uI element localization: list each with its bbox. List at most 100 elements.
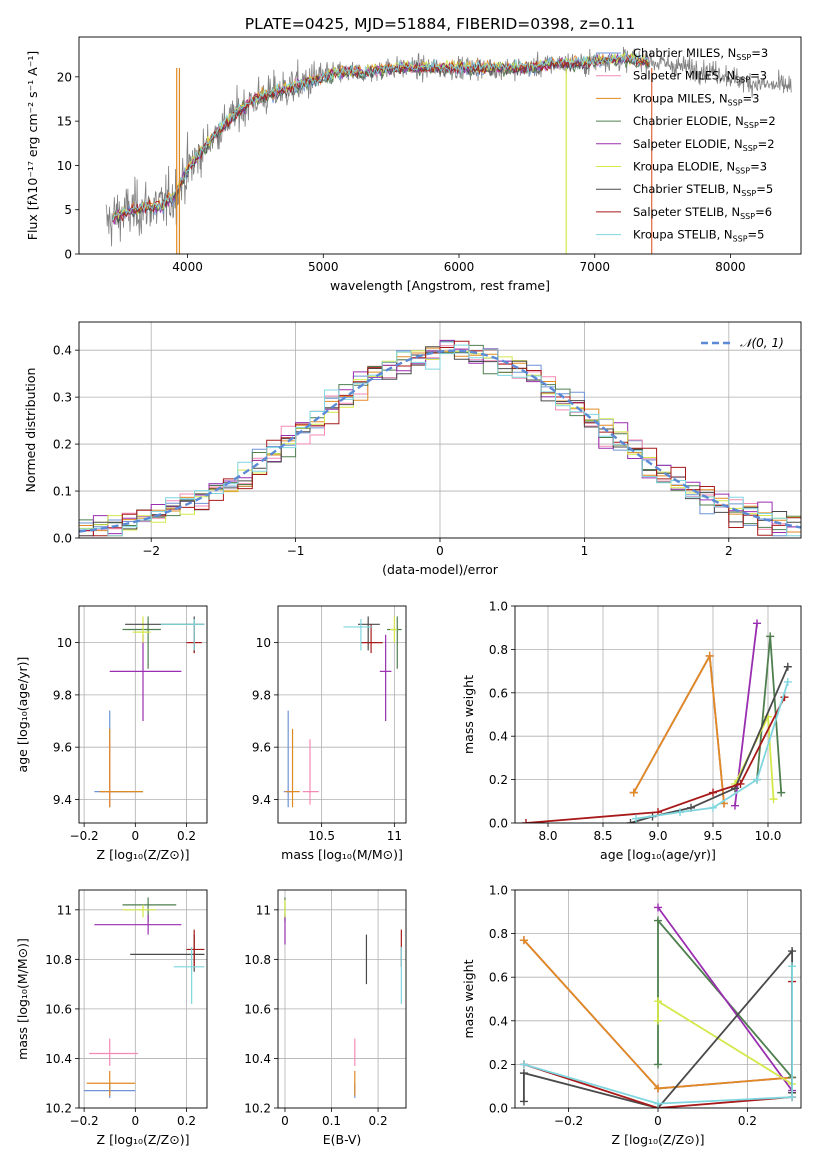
mass-weight-marker (788, 1093, 797, 1102)
x-tick-label: 8000 (715, 260, 746, 274)
mass-weight-marker (519, 936, 528, 945)
legend-suffix: =3 (743, 91, 760, 105)
x-axis-label: wavelength [Angstrom, rest frame] (330, 278, 550, 293)
legend-suffix: =3 (750, 69, 767, 83)
legend-suffix: =2 (759, 114, 776, 128)
mass-weight-marker (654, 1016, 662, 1025)
mass-weight-marker (788, 947, 797, 956)
legend-entry: Kroupa STELIB, NSSP=5 (633, 228, 764, 244)
chart-spectrum: 4000 5000 6000 7000 8000 0 5 10 15 20 wavelength [… (25, 36, 802, 293)
mass-weight-marker (709, 803, 717, 812)
legend-subscript: SSP (736, 53, 751, 62)
x-tick-label: −0.2 (70, 1114, 99, 1128)
legend-entry: Kroupa ELODIE, NSSP=3 (633, 160, 767, 176)
legend-label: Kroupa ELODIE, N (633, 160, 735, 174)
y-tick-label: 9.8 (53, 688, 72, 702)
plot-area (515, 606, 801, 823)
y-axis-label: mass weight (461, 675, 476, 754)
x-tick-label: 11 (387, 829, 402, 843)
mass-weight-marker (654, 1084, 662, 1093)
y-tick-label: 10.6 (45, 1002, 72, 1016)
mass-weight-marker (629, 788, 638, 797)
legend-subscript: SSP (741, 189, 756, 198)
y-tick-label: 0.1 (53, 485, 72, 499)
x-tick-label: 0.2 (177, 1114, 196, 1128)
x-tick-label: 7000 (579, 260, 610, 274)
x-tick-label: 0 (131, 829, 139, 843)
legend-subscript: SSP (743, 144, 758, 153)
legend-subscript: SSP (744, 121, 759, 130)
legend-label: Kroupa MILES, N (633, 91, 728, 105)
mass-weight-marker (626, 819, 635, 823)
legend-entry: Salpeter STELIB, NSSP=6 (633, 205, 772, 221)
y-tick-label: 0.4 (489, 730, 508, 744)
x-tick-label: 0.2 (369, 1114, 388, 1128)
x-axis-label: E(B-V) (323, 1132, 362, 1147)
legend-label: Salpeter MILES, N (633, 69, 735, 83)
chart-age_vs_Z: −0.2 0 0.2 9.4 9.6 9.8 10 Z [log₁₀(Z/Z⊙)] age [l… (15, 605, 208, 862)
y-axis-label: mass [log₁₀(M/M⊙)] (15, 938, 30, 1060)
y-tick-label: 11 (256, 903, 271, 917)
plot-area (79, 890, 207, 1108)
mass-weight-line (633, 652, 725, 804)
x-tick-label: 0.2 (738, 1114, 757, 1128)
legend-entry: Chabrier STELIB, NSSP=5 (633, 182, 773, 198)
mass-weight-marker (654, 1099, 662, 1108)
legend-suffix: =6 (755, 205, 772, 219)
x-tick-label: 10.0 (755, 829, 782, 843)
mass-weight-line (523, 966, 793, 1105)
model-spectrum-line (112, 54, 650, 220)
mass-weight-marker (676, 808, 684, 817)
mass-weight-marker (731, 801, 739, 810)
x-tick-label: −2 (142, 544, 160, 558)
x-axis-label: mass [log₁₀(M/M⊙)] (281, 847, 403, 862)
y-tick-label: 0.2 (53, 438, 72, 452)
y-tick-label: 10 (57, 159, 72, 173)
legend-entry: Salpeter ELODIE, NSSP=2 (633, 137, 775, 153)
legend-subscript: SSP (728, 98, 743, 107)
x-tick-label: 1 (581, 544, 589, 558)
y-tick-label: 20 (57, 70, 72, 84)
legend-entry: Chabrier MILES, NSSP=3 (633, 46, 768, 62)
x-tick-label: 0 (436, 544, 444, 558)
y-tick-label: 10 (256, 636, 271, 650)
x-tick-label: 5000 (308, 260, 339, 274)
x-tick-label: 0 (131, 1114, 139, 1128)
x-tick-label: 8.5 (593, 829, 612, 843)
mass-weight-marker (654, 997, 662, 1006)
y-tick-label: 10.8 (244, 953, 271, 967)
mass-weight-marker (654, 916, 662, 925)
legend-suffix: =5 (756, 182, 773, 196)
legend-label: Salpeter STELIB, N (633, 205, 740, 219)
x-tick-label: 0 (654, 1114, 662, 1128)
legend-suffix: =2 (758, 137, 775, 151)
x-tick-label: 0 (281, 1114, 289, 1128)
y-axis-label: age [log₁₀(age/yr)] (15, 657, 30, 773)
y-tick-label: 10 (57, 636, 72, 650)
legend-suffix: =3 (750, 160, 767, 174)
mass-weight-marker (788, 962, 797, 971)
x-tick-label: −1 (287, 544, 305, 558)
x-tick-label: 4000 (172, 260, 203, 274)
mass-weight-marker (769, 795, 778, 804)
y-tick-label: 10.6 (244, 1002, 271, 1016)
x-tick-label: 0.1 (322, 1114, 341, 1128)
legend-suffix: =5 (748, 228, 765, 242)
model-spectrum-line (112, 51, 650, 221)
chart-weight_vs_age: 8.0 8.5 9.0 9.5 10.0 0.0 0.2 0.4 0.6 0.8 1.0 age [l… (461, 600, 802, 862)
y-tick-label: 0.0 (489, 817, 508, 831)
x-tick-label: 2 (725, 544, 733, 558)
y-tick-label: 9.4 (53, 793, 72, 807)
y-axis-label: mass weight (461, 959, 476, 1038)
mass-weight-marker (519, 1060, 528, 1069)
x-axis-label: Z [log₁₀(Z/Z⊙)] (97, 847, 190, 862)
residual-histogram (79, 339, 801, 535)
mass-weight-marker (783, 677, 792, 686)
legend-suffix: =3 (751, 46, 768, 60)
y-tick-label: 1.0 (489, 600, 508, 614)
y-tick-label: 9.8 (252, 688, 271, 702)
plot-area (79, 322, 801, 538)
mass-weight-marker (654, 1060, 662, 1069)
mass-weight-marker (522, 819, 530, 823)
y-tick-label: 10.2 (244, 1102, 271, 1116)
